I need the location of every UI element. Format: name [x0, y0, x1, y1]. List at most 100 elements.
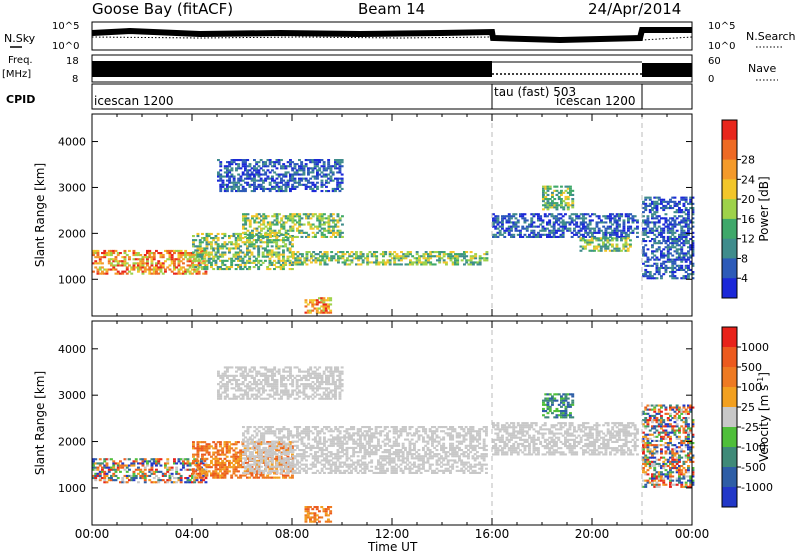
power-echo-cell: [179, 272, 183, 275]
power-echo-cell: [207, 255, 211, 258]
power-echo-cell: [571, 198, 575, 201]
power-echo-cell: [346, 263, 349, 266]
velocity-echo-cell: [123, 458, 127, 461]
power-echo-cell: [141, 264, 145, 267]
power-echo-cell: [691, 262, 695, 265]
velocity-echo-cell: [246, 438, 250, 441]
power-echo-cell: [560, 202, 563, 205]
velocity-echo-cell: [338, 451, 342, 454]
power-echo-cell: [252, 235, 256, 238]
velocity-echo-cell: [404, 465, 407, 468]
velocity-echo-cell: [291, 453, 294, 456]
power-echo-cell: [613, 249, 617, 252]
power-echo-cell: [282, 239, 285, 242]
power-echo-cell: [157, 262, 161, 265]
power-echo-cell: [546, 215, 549, 218]
power-echo-cell: [604, 231, 608, 234]
velocity-echo-cell: [96, 474, 100, 477]
power-echo-cell: [646, 217, 650, 220]
power-echo-cell: [618, 217, 621, 220]
velocity-echo-cell: [372, 436, 376, 439]
power-echo-cell: [168, 252, 172, 255]
velocity-echo-cell: [280, 444, 284, 447]
power-echo-cell: [646, 221, 650, 224]
power-echo-cell: [301, 253, 304, 256]
velocity-echo-cell: [284, 467, 288, 470]
power-echo-cell: [334, 187, 337, 190]
power-echo-cell: [277, 251, 281, 254]
power-echo-cell: [235, 167, 238, 170]
power-echo-cell: [269, 225, 272, 228]
velocity-echo-cell: [248, 472, 252, 475]
power-echo-cell: [228, 247, 231, 250]
power-echo-cell: [332, 233, 335, 236]
velocity-echo-cell: [316, 455, 320, 458]
velocity-echo-cell: [232, 443, 236, 446]
velocity-echo-cell: [316, 440, 320, 443]
power-echo-cell: [250, 241, 254, 244]
power-echo-cell: [320, 219, 324, 222]
power-echo-cell: [262, 227, 266, 230]
velocity-echo-cell: [262, 469, 266, 472]
power-echo-cell: [192, 241, 195, 244]
power-echo-cell: [291, 237, 294, 240]
velocity-echo-cell: [221, 466, 225, 469]
power-echo-cell: [313, 183, 317, 186]
power-echo-cell: [433, 251, 437, 254]
velocity-echo-cell: [323, 438, 326, 441]
power-echo-cell: [525, 235, 529, 238]
power-echo-cell: [584, 235, 588, 238]
velocity-echo-cell: [286, 447, 290, 450]
power-echo-cell: [546, 198, 550, 201]
velocity-echo-cell: [239, 451, 243, 454]
power-echo-cell: [334, 190, 337, 193]
power-echo-cell: [291, 263, 294, 266]
power-echo-cell: [289, 165, 292, 168]
velocity-echo-cell: [325, 467, 329, 470]
power-echo-cell: [311, 167, 315, 170]
power-echo-cell: [205, 266, 209, 269]
power-echo-cell: [264, 225, 268, 228]
power-echo-cell: [684, 242, 688, 245]
power-echo-cell: [275, 237, 279, 240]
power-echo-cell: [223, 183, 227, 186]
power-echo-cell: [675, 223, 679, 226]
power-echo-cell: [370, 261, 374, 264]
velocity-echo-cell: [347, 465, 351, 468]
power-echo-cell: [332, 217, 335, 220]
velocity-echo-cell: [255, 465, 259, 468]
power-echo-cell: [566, 206, 570, 209]
power-echo-cell: [239, 237, 243, 240]
power-echo-cell: [298, 173, 301, 176]
power-echo-cell: [268, 190, 272, 193]
velocity-echo-cell: [377, 459, 380, 462]
velocity-echo-cell: [121, 481, 125, 484]
power-echo-cell: [546, 227, 549, 230]
power-echo-cell: [551, 200, 554, 203]
power-echo-cell: [615, 229, 619, 232]
power-echo-cell: [361, 255, 365, 258]
power-echo-cell: [110, 262, 113, 265]
velocity-echo-cell: [214, 474, 218, 477]
velocity-echo-cell: [168, 472, 172, 475]
power-echo-cell: [230, 241, 234, 244]
power-echo-cell: [132, 264, 136, 267]
power-echo-cell: [186, 254, 190, 257]
velocity-echo-cell: [225, 455, 229, 458]
power-echo-cell: [269, 227, 272, 230]
power-echo-cell: [433, 263, 437, 266]
power-echo-cell: [653, 223, 657, 226]
power-echo-cell: [552, 217, 556, 220]
power-echo-cell: [239, 259, 243, 262]
power-echo-cell: [622, 227, 626, 230]
velocity-echo-cell: [203, 464, 207, 467]
velocity-echo-cell: [262, 449, 266, 452]
power-echo-cell: [253, 165, 256, 168]
power-echo-cell: [406, 253, 410, 256]
power-echo-cell: [284, 167, 288, 170]
power-echo-cell: [682, 244, 686, 247]
power-echo-cell: [340, 165, 344, 168]
power-echo-cell: [327, 299, 330, 302]
power-echo-cell: [606, 239, 610, 242]
power-echo-cell: [298, 215, 302, 218]
